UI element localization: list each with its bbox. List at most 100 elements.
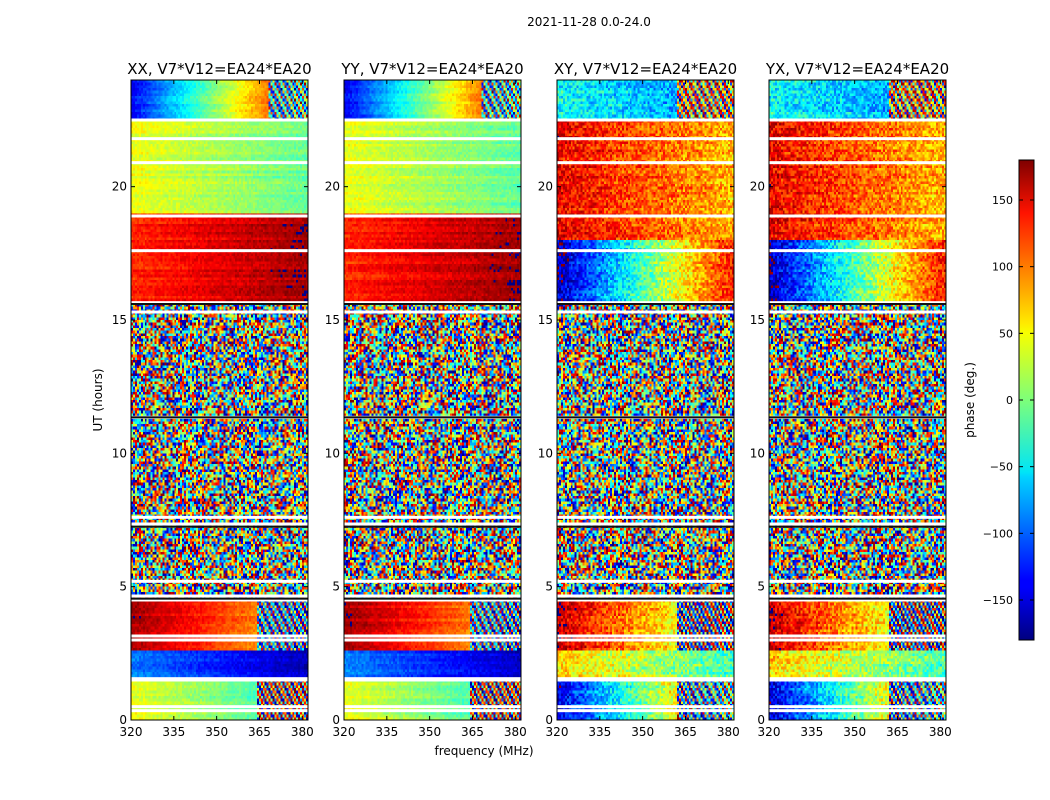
panel-title-xy: XY, V7*V12=EA24*EA20 (554, 60, 737, 78)
flagged-row (344, 677, 521, 681)
x-tick-label: 350 (205, 725, 228, 739)
flagged-row (557, 310, 734, 314)
flagged-row (769, 709, 946, 713)
scan-boundary (131, 597, 308, 600)
scan-boundary (557, 303, 734, 305)
x-tick-label: 350 (418, 725, 441, 739)
y-tick-label: 5 (757, 580, 765, 594)
flagged-row (344, 310, 521, 314)
panel-frame (343, 79, 522, 721)
x-tick-label: 380 (504, 725, 527, 739)
flagged-row (131, 301, 308, 305)
flagged-row (131, 515, 308, 519)
flagged-row (769, 515, 946, 519)
flagged-row (557, 161, 734, 165)
flagged-row (131, 677, 308, 681)
panel-xy: XY, V7*V12=EA24*EA20 320 335 350 365 380 0 5 10 1… (538, 60, 740, 739)
scan-boundary (769, 525, 946, 528)
panel-title-xx: XX, V7*V12=EA24*EA20 (127, 60, 311, 78)
flagged-row (769, 705, 946, 709)
panel-frame (130, 79, 309, 721)
x-tick-label: 365 (461, 725, 484, 739)
x-tick-label: 320 (120, 725, 143, 739)
flagged-row (344, 301, 521, 305)
panel-yy: YY, V7*V12=EA24*EA20 320 335 350 365 380 0 5 10 1… (325, 60, 527, 739)
flagged-row (131, 310, 308, 314)
phase-heatmap-xy (557, 80, 734, 720)
flagged-row (557, 249, 734, 253)
x-tick-label: 365 (674, 725, 697, 739)
flagged-row (557, 579, 734, 583)
x-tick-label: 335 (800, 725, 823, 739)
flagged-row (769, 579, 946, 583)
phase-heatmap-yx (769, 80, 946, 720)
y-tick-label: 20 (112, 180, 127, 194)
colorbar-tick-label: −150 (983, 594, 1013, 607)
scan-boundary (557, 416, 734, 419)
y-tick-label: 0 (119, 713, 127, 727)
flagged-row (131, 214, 308, 218)
flagged-row (344, 214, 521, 218)
y-tick-label: 0 (332, 713, 340, 727)
panel-frame (556, 79, 735, 721)
y-tick-label: 5 (119, 580, 127, 594)
flagged-row (344, 594, 521, 598)
x-tick-label: 350 (843, 725, 866, 739)
flagged-row (557, 677, 734, 681)
panel-xx: XX, V7*V12=EA24*EA20 320 335 350 365 380 0 5 10 1… (112, 60, 314, 739)
y-tick-label: 10 (538, 446, 553, 460)
colorbar: 150 100 50 0 −50 −100 −150 phase (deg.) (963, 159, 1035, 641)
flagged-row (131, 598, 308, 602)
flagged-row (344, 249, 521, 253)
flagged-row (557, 638, 734, 642)
flagged-row (557, 137, 734, 141)
flagged-row (769, 214, 946, 218)
x-axis-label: frequency (MHz) (434, 744, 533, 758)
x-tick-label: 365 (248, 725, 271, 739)
y-tick-label: 10 (750, 446, 765, 460)
scan-boundary (344, 303, 521, 305)
flagged-row (131, 594, 308, 598)
x-tick-label: 320 (333, 725, 356, 739)
colorbar-tick-label: 150 (992, 194, 1013, 207)
scan-boundary (769, 597, 946, 600)
scan-boundary (557, 525, 734, 528)
flagged-row (131, 137, 308, 141)
flagged-row (344, 705, 521, 709)
flagged-row (344, 118, 521, 122)
scan-boundary (769, 416, 946, 419)
y-tick-label: 20 (750, 180, 765, 194)
scan-boundary (344, 597, 521, 600)
panel-frame (768, 79, 947, 721)
flagged-row (557, 118, 734, 122)
colorbar-tick-label: 100 (992, 261, 1013, 274)
x-tick-label: 335 (375, 725, 398, 739)
scan-boundary (344, 416, 521, 419)
flagged-row (344, 638, 521, 642)
scan-boundary (131, 303, 308, 305)
flagged-row (769, 249, 946, 253)
flagged-row (769, 137, 946, 141)
x-tick-label: 380 (291, 725, 314, 739)
flagged-row (557, 709, 734, 713)
y-tick-label: 15 (750, 313, 765, 327)
x-tick-label: 320 (758, 725, 781, 739)
scan-boundary (131, 416, 308, 419)
y-tick-label: 5 (332, 580, 340, 594)
scan-boundary (769, 303, 946, 305)
flagged-row (769, 522, 946, 526)
flagged-row (131, 579, 308, 583)
colorbar-tick-label: −50 (990, 461, 1013, 474)
flagged-row (769, 118, 946, 122)
flagged-row (557, 634, 734, 638)
flagged-row (557, 214, 734, 218)
flagged-row (131, 161, 308, 165)
flagged-row (131, 634, 308, 638)
x-tick-label: 380 (717, 725, 740, 739)
x-tick-label: 335 (588, 725, 611, 739)
flagged-row (769, 677, 946, 681)
flagged-row (557, 301, 734, 305)
flagged-row (769, 161, 946, 165)
y-tick-label: 5 (545, 580, 553, 594)
